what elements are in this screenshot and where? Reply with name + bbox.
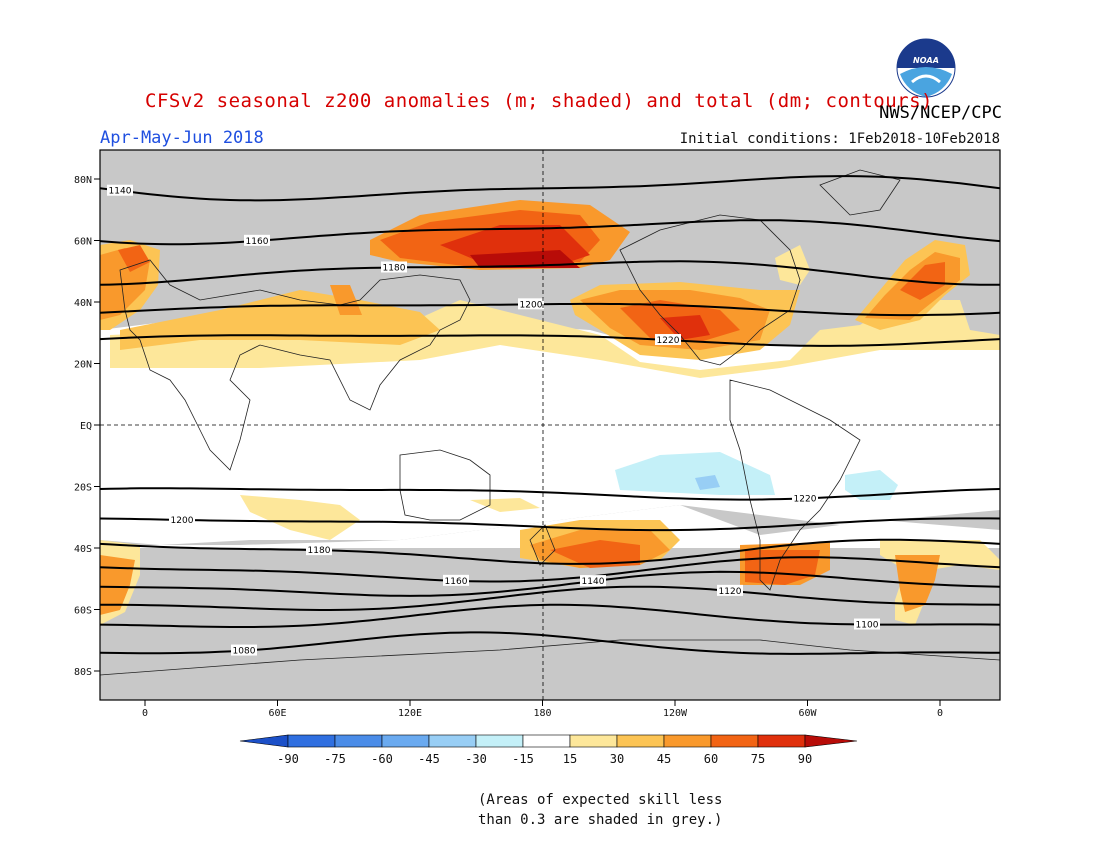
contour-line <box>100 260 1000 286</box>
colorbar-label: 75 <box>751 752 765 766</box>
contour-line <box>100 585 1000 611</box>
colorbar-swatch <box>287 734 336 748</box>
contour-label: 1180 <box>308 546 331 556</box>
contour-label: 1120 <box>719 587 742 597</box>
anomaly-minus15-minus30 <box>615 452 775 495</box>
contour-line <box>100 175 1000 202</box>
colorbar-swatch <box>569 734 618 748</box>
axis-ticks: 80N 60N 40N 20N EQ 20S 40S 60S 80S 0 60E 120E 180 120… <box>74 175 943 719</box>
colorbar: -90 -75 -60 -45 -30 -15 15 30 45 60 75 90 <box>239 734 858 766</box>
contour-line <box>100 487 1000 501</box>
colorbar-arrow-high <box>804 734 858 748</box>
lat-tick-label: EQ <box>80 421 92 432</box>
antarctica-outline <box>100 639 1000 676</box>
lat-tick-label: 60N <box>74 237 92 248</box>
colorbar-label: -75 <box>324 752 346 766</box>
contour-label: 1140 <box>582 577 605 587</box>
lon-tick-label: 0 <box>142 708 148 719</box>
contour-line <box>100 517 1000 532</box>
colorbar-swatch <box>381 734 430 748</box>
contour-label: 1080 <box>233 647 256 657</box>
colorbar-label: -45 <box>418 752 440 766</box>
skill-note-line2: than 0.3 are shaded in grey.) <box>478 812 723 828</box>
colorbar-swatch <box>475 734 524 748</box>
colorbar-label: 90 <box>798 752 812 766</box>
greenland-outline <box>819 169 901 216</box>
contour-line <box>100 538 1000 565</box>
colorbar-label: 60 <box>704 752 718 766</box>
contour-label: 1140 <box>109 187 132 197</box>
contour-line <box>100 334 1000 347</box>
skillful-region <box>100 345 1000 495</box>
map-plot-area: 1140 1160 1180 1200 1220 1220 1200 1180 1160 1140… <box>100 150 1000 700</box>
skill-note-line1: (Areas of expected skill less <box>478 792 723 808</box>
lat-tick-label: 60S <box>74 606 92 617</box>
colorbar-label: -60 <box>371 752 393 766</box>
colorbar-label: 30 <box>610 752 624 766</box>
colorbar-swatch <box>522 734 571 748</box>
coastlines <box>100 169 1000 676</box>
contour-line <box>100 302 1000 317</box>
new-zealand-outline <box>529 524 556 566</box>
lat-tick-label: 40S <box>74 544 92 555</box>
contour-label: 1220 <box>794 494 817 504</box>
contour-label: 1200 <box>171 516 194 526</box>
lat-tick-label: 20N <box>74 360 92 371</box>
colorbar-label: -15 <box>512 752 534 766</box>
north-america-outline <box>619 214 801 366</box>
noaa-logo-text: NOAA <box>913 56 939 65</box>
contour-label: 1100 <box>856 621 879 631</box>
contour-label: 1220 <box>657 336 680 346</box>
colorbar-label: -30 <box>465 752 487 766</box>
contour-line <box>100 603 1000 628</box>
season-label: Apr-May-Jun 2018 <box>100 128 264 148</box>
contour-line <box>100 556 1000 583</box>
height-contours: 1140 1160 1180 1200 1220 1220 1200 1180 1160 1140… <box>100 175 1000 657</box>
colorbar-label: 45 <box>657 752 671 766</box>
colorbar-swatch <box>428 734 477 748</box>
noaa-logo: NOAA <box>896 38 956 98</box>
contour-label: 1180 <box>383 263 406 273</box>
australia-outline <box>399 449 491 521</box>
lat-tick-label: 40N <box>74 298 92 309</box>
lon-tick-label: 60W <box>798 708 817 719</box>
lon-tick-label: 60E <box>268 708 286 719</box>
contour-line <box>100 570 1000 597</box>
colorbar-arrow-low <box>239 734 289 748</box>
colorbar-swatch <box>757 734 806 748</box>
contour-label: 1200 <box>520 300 543 310</box>
colorbar-swatch <box>663 734 712 748</box>
lat-tick-label: 20S <box>74 483 92 494</box>
south-america-outline <box>729 379 861 591</box>
lat-tick-label: 80S <box>74 667 92 678</box>
agency-label: NWS/NCEP/CPC <box>879 103 1002 123</box>
colorbar-label: 15 <box>563 752 577 766</box>
lat-tick-label: 80N <box>74 175 92 186</box>
anomaly-15-30 <box>110 300 1000 378</box>
colorbar-label: -90 <box>277 752 299 766</box>
colorbar-swatch <box>710 734 759 748</box>
colorbar-swatch <box>616 734 665 748</box>
contour-label: 1160 <box>445 577 468 587</box>
lon-tick-label: 0 <box>937 708 943 719</box>
lon-tick-label: 120W <box>663 708 688 719</box>
lon-tick-label: 180 <box>533 708 551 719</box>
initial-conditions-label: Initial conditions: 1Feb2018-10Feb2018 <box>679 131 1000 147</box>
contour-label: 1160 <box>246 237 269 247</box>
lon-tick-label: 120E <box>398 708 422 719</box>
colorbar-swatch <box>334 734 383 748</box>
map-title: CFSv2 seasonal z200 anomalies (m; shaded… <box>145 90 933 112</box>
